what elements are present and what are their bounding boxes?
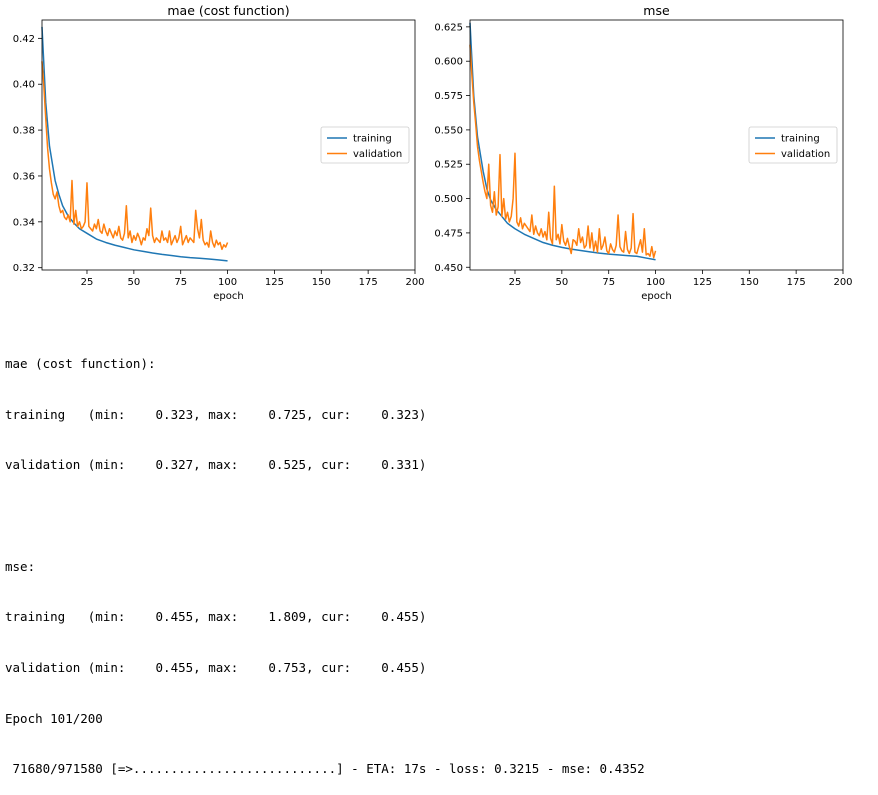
chart-mae: mae (cost function) 25 50 75 100 125 150 175 200… [13, 3, 425, 302]
x-tick-label: 175 [787, 277, 806, 288]
legend-label-validation: validation [353, 149, 402, 160]
y-tick-label: 0.525 [434, 160, 463, 171]
mae-validation-line: validation (min: 0.327, max: 0.525, cur:… [5, 457, 427, 473]
mae-header-line: mae (cost function): [5, 355, 156, 371]
y-tick-label: 0.32 [13, 263, 35, 274]
y-tick-label: 0.550 [434, 125, 463, 136]
plot-frame [41, 19, 416, 271]
x-tick-label: 100 [218, 277, 237, 288]
y-tick-label: 0.450 [434, 263, 463, 274]
progress-line: 71680/971580 [=>........................… [5, 761, 645, 777]
x-tick-label: 75 [602, 277, 615, 288]
x-axis-label: epoch [641, 291, 671, 302]
x-tick-label: 75 [174, 277, 187, 288]
x-tick-label: 150 [312, 277, 331, 288]
series-line-training [469, 22, 656, 261]
y-tick-label: 0.600 [434, 57, 463, 68]
x-tick-label: 125 [265, 277, 284, 288]
x-tick-label: 25 [81, 277, 94, 288]
y-tick-label: 0.36 [13, 171, 35, 182]
legend-label-training: training [781, 134, 820, 145]
x-tick-label: 175 [359, 277, 378, 288]
y-tick-label: 0.575 [434, 91, 463, 102]
x-tick-label: 125 [693, 277, 712, 288]
chart-mse: mse 25 50 75 100 125 150 175 200 epoch 0.450 0.475 0… [434, 3, 852, 302]
y-tick-label: 0.42 [13, 34, 35, 45]
x-tick-label: 150 [740, 277, 759, 288]
blank-line [5, 508, 645, 525]
y-tick-label: 0.34 [13, 217, 35, 228]
mse-header-line: mse: [5, 558, 36, 574]
y-tick-label: 0.40 [13, 80, 35, 91]
charts-area: mae (cost function) 25 50 75 100 125 150 175 200… [0, 0, 878, 310]
mse-validation-line: validation (min: 0.455, max: 0.753, cur:… [5, 660, 427, 676]
x-axis-label: epoch [213, 291, 243, 302]
y-tick-label: 0.500 [434, 194, 463, 205]
x-tick-label: 200 [833, 277, 852, 288]
series-line-validation [41, 61, 229, 251]
chart-title: mse [643, 3, 670, 18]
y-tick-label: 0.38 [13, 126, 35, 137]
series-line-training [41, 26, 228, 262]
epoch-line: Epoch 101/200 [5, 710, 103, 726]
x-tick-label: 25 [509, 277, 522, 288]
mse-training-line: training (min: 0.455, max: 1.809, cur: 0… [5, 609, 427, 625]
chart-title: mae (cost function) [167, 3, 289, 18]
y-tick-label: 0.625 [434, 22, 463, 33]
console-output: mae (cost function): training (min: 0.32… [5, 322, 645, 795]
y-tick-label: 0.475 [434, 228, 463, 239]
series-line-validation [469, 44, 657, 259]
mae-training-line: training (min: 0.323, max: 0.725, cur: 0… [5, 406, 427, 422]
x-tick-label: 50 [127, 277, 140, 288]
x-tick-label: 50 [555, 277, 568, 288]
x-tick-label: 100 [646, 277, 665, 288]
plot-frame [469, 19, 844, 271]
x-tick-label: 200 [405, 277, 424, 288]
legend-label-validation: validation [781, 149, 830, 160]
legend-label-training: training [353, 134, 392, 145]
